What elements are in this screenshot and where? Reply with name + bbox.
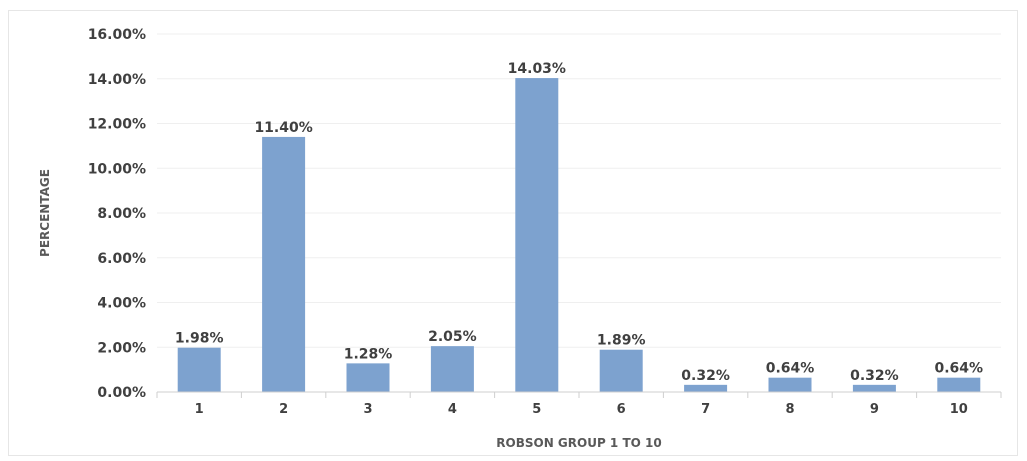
x-tick-label: 6 xyxy=(617,402,626,417)
x-tick-label: 5 xyxy=(532,402,541,417)
data-label-7: 0.32% xyxy=(681,368,730,384)
x-tick-label: 9 xyxy=(870,402,879,417)
y-tick-label: 2.00% xyxy=(97,340,146,356)
data-label-8: 0.64% xyxy=(766,361,815,377)
x-tick-label: 4 xyxy=(448,402,457,417)
data-label-9: 0.32% xyxy=(850,368,899,384)
data-labels: 1.98% 11.40% 1.28% 2.05% 14.03% 1.89% 0.32% 0.6… xyxy=(175,61,983,384)
x-tick-label: 10 xyxy=(950,402,968,417)
bar-3 xyxy=(346,363,390,392)
data-label-2: 11.40% xyxy=(254,120,312,136)
data-label-4: 2.05% xyxy=(428,329,477,345)
bar-10 xyxy=(937,377,981,392)
y-tick-label: 14.00% xyxy=(88,72,146,88)
y-tick-label: 4.00% xyxy=(97,296,146,312)
y-tick-label: 10.00% xyxy=(88,161,146,177)
bar-1 xyxy=(177,347,221,392)
y-tick-label: 8.00% xyxy=(97,206,146,222)
x-tick-label: 2 xyxy=(279,402,288,417)
y-axis-title: PERCENTAGE xyxy=(38,169,52,257)
y-tick-label: 0.00% xyxy=(97,385,146,401)
bar-6 xyxy=(599,349,643,392)
axes: 0.00% 2.00% 4.00% 6.00% 8.00% 10.00% 12.00% 14.… xyxy=(88,27,1002,417)
bar-5 xyxy=(515,78,559,393)
x-tick-label: 7 xyxy=(701,402,710,417)
bar-8 xyxy=(768,377,812,392)
x-tick-label: 8 xyxy=(785,402,794,417)
x-axis-title: ROBSON GROUP 1 TO 10 xyxy=(496,436,661,450)
chart-frame xyxy=(8,10,1018,456)
data-label-1: 1.98% xyxy=(175,331,224,347)
y-tick-label: 12.00% xyxy=(88,117,146,133)
bar-7 xyxy=(684,384,728,392)
bars xyxy=(177,78,981,393)
data-label-10: 0.64% xyxy=(935,361,984,377)
bar-2 xyxy=(262,136,306,392)
bar-9 xyxy=(852,384,896,392)
data-label-5: 14.03% xyxy=(508,61,566,77)
y-tick-label: 16.00% xyxy=(88,27,146,43)
data-label-6: 1.89% xyxy=(597,333,646,349)
bar-4 xyxy=(430,346,474,392)
data-label-3: 1.28% xyxy=(344,346,393,362)
y-tick-label: 6.00% xyxy=(97,251,146,267)
x-tick-label: 3 xyxy=(363,402,372,417)
x-tick-label: 1 xyxy=(195,402,204,417)
